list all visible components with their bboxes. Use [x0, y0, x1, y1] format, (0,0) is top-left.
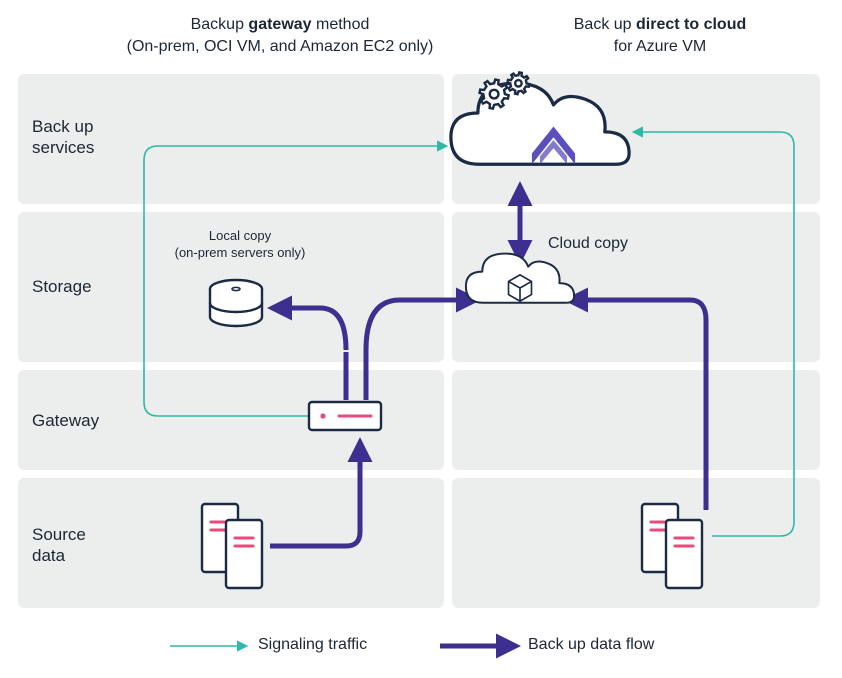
- flow-gateway-to-local: [272, 308, 346, 350]
- server-pair-icon: [202, 504, 262, 588]
- signal-source-right-to-services: [634, 132, 794, 536]
- cloud-icon: [451, 72, 629, 164]
- legend-signaling-label: Signaling traffic: [258, 636, 367, 654]
- legend-dataflow-label: Back up data flow: [528, 636, 654, 654]
- cloud-icon: [466, 254, 574, 303]
- flow-gateway-to-cloud: [366, 300, 476, 400]
- server-pair-icon: [642, 504, 702, 588]
- gear-icon: [480, 80, 509, 109]
- database-cylinder-icon: [210, 280, 262, 326]
- gear-icon: [507, 72, 529, 94]
- flow-source-right-to-cloud: [568, 300, 706, 510]
- diagram-svg: [0, 0, 842, 678]
- flow-source-to-gateway: [270, 442, 360, 546]
- gateway-device-icon: [309, 402, 381, 430]
- signal-gateway-to-services: [144, 146, 446, 416]
